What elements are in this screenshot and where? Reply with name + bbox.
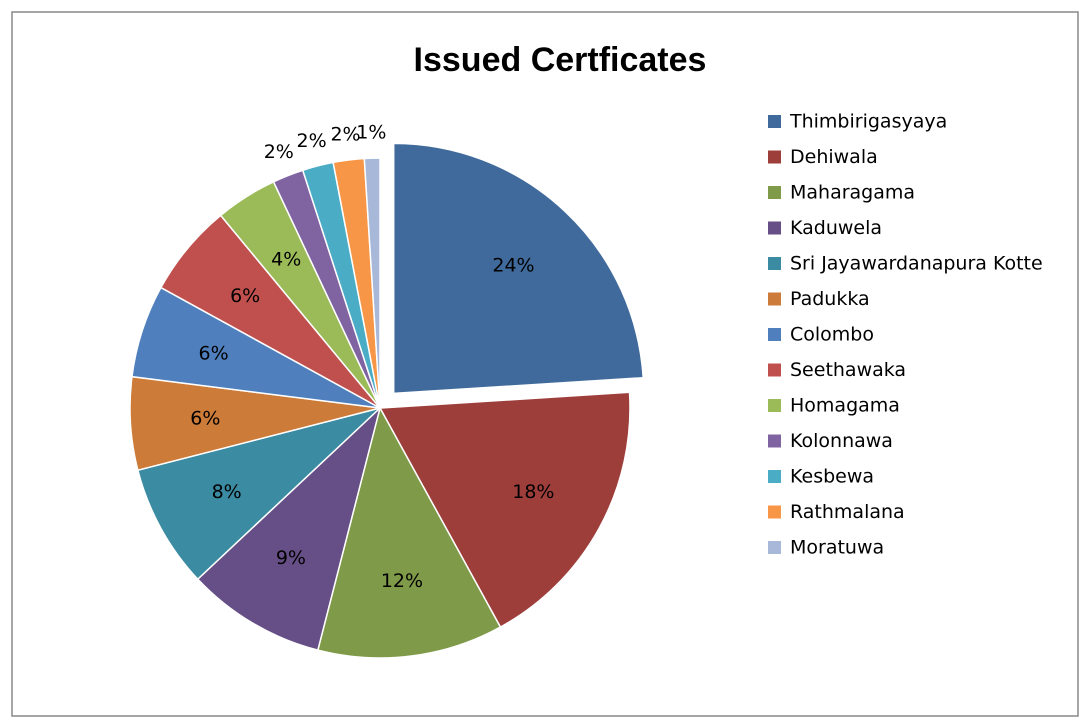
legend-swatch [768, 292, 781, 306]
data-label: 8% [212, 481, 242, 503]
legend-label: Padukka [790, 288, 870, 310]
legend-label: Dehiwala [790, 146, 878, 168]
chart-title: Issued Certficates [414, 41, 707, 79]
legend-label: Moratuwa [790, 537, 884, 559]
pie-slice [363, 157, 381, 409]
legend-swatch [768, 115, 781, 128]
legend-label: Rathmalana [790, 501, 905, 523]
legend-label: Maharagama [790, 182, 915, 204]
data-label: 6% [198, 342, 228, 364]
data-label: 4% [271, 249, 301, 271]
data-label: 9% [276, 547, 306, 569]
data-label: 24% [492, 254, 534, 276]
legend-label: Kaduwela [790, 217, 882, 239]
data-label: 2% [297, 130, 327, 152]
data-label: 2% [330, 124, 360, 146]
legend-swatch [768, 257, 781, 270]
legend-swatch [768, 150, 781, 164]
legend-label: Colombo [790, 324, 874, 346]
legend-label: Kolonnawa [790, 430, 893, 452]
data-label: 2% [264, 141, 294, 163]
pie-slice [136, 407, 381, 581]
legend-swatch [768, 186, 781, 199]
legend-label: Sri Jayawardanapura Kotte [790, 253, 1043, 275]
legend-swatch [768, 399, 781, 412]
data-label: 6% [230, 285, 260, 307]
legend-label: Kesbewa [790, 466, 874, 488]
legend-swatch [768, 541, 781, 554]
legend-label: Thimbirigasyaya [789, 111, 947, 133]
legend-swatch [768, 328, 781, 341]
pie-slice [378, 391, 631, 629]
legend-label: Homagama [790, 395, 900, 417]
legend-swatch [768, 470, 781, 483]
data-label: 1% [356, 122, 386, 144]
pie-slice [196, 405, 382, 652]
pie-slice [392, 142, 644, 395]
legend-label: Seethawaka [790, 359, 906, 381]
data-label: 12% [381, 570, 423, 592]
data-label: 6% [190, 407, 220, 429]
legend-swatch [768, 221, 781, 235]
data-label: 18% [512, 481, 554, 503]
pie-slice [316, 405, 502, 659]
legend-swatch [768, 434, 781, 448]
legend-swatch [768, 363, 781, 377]
legend-swatch [768, 505, 781, 519]
